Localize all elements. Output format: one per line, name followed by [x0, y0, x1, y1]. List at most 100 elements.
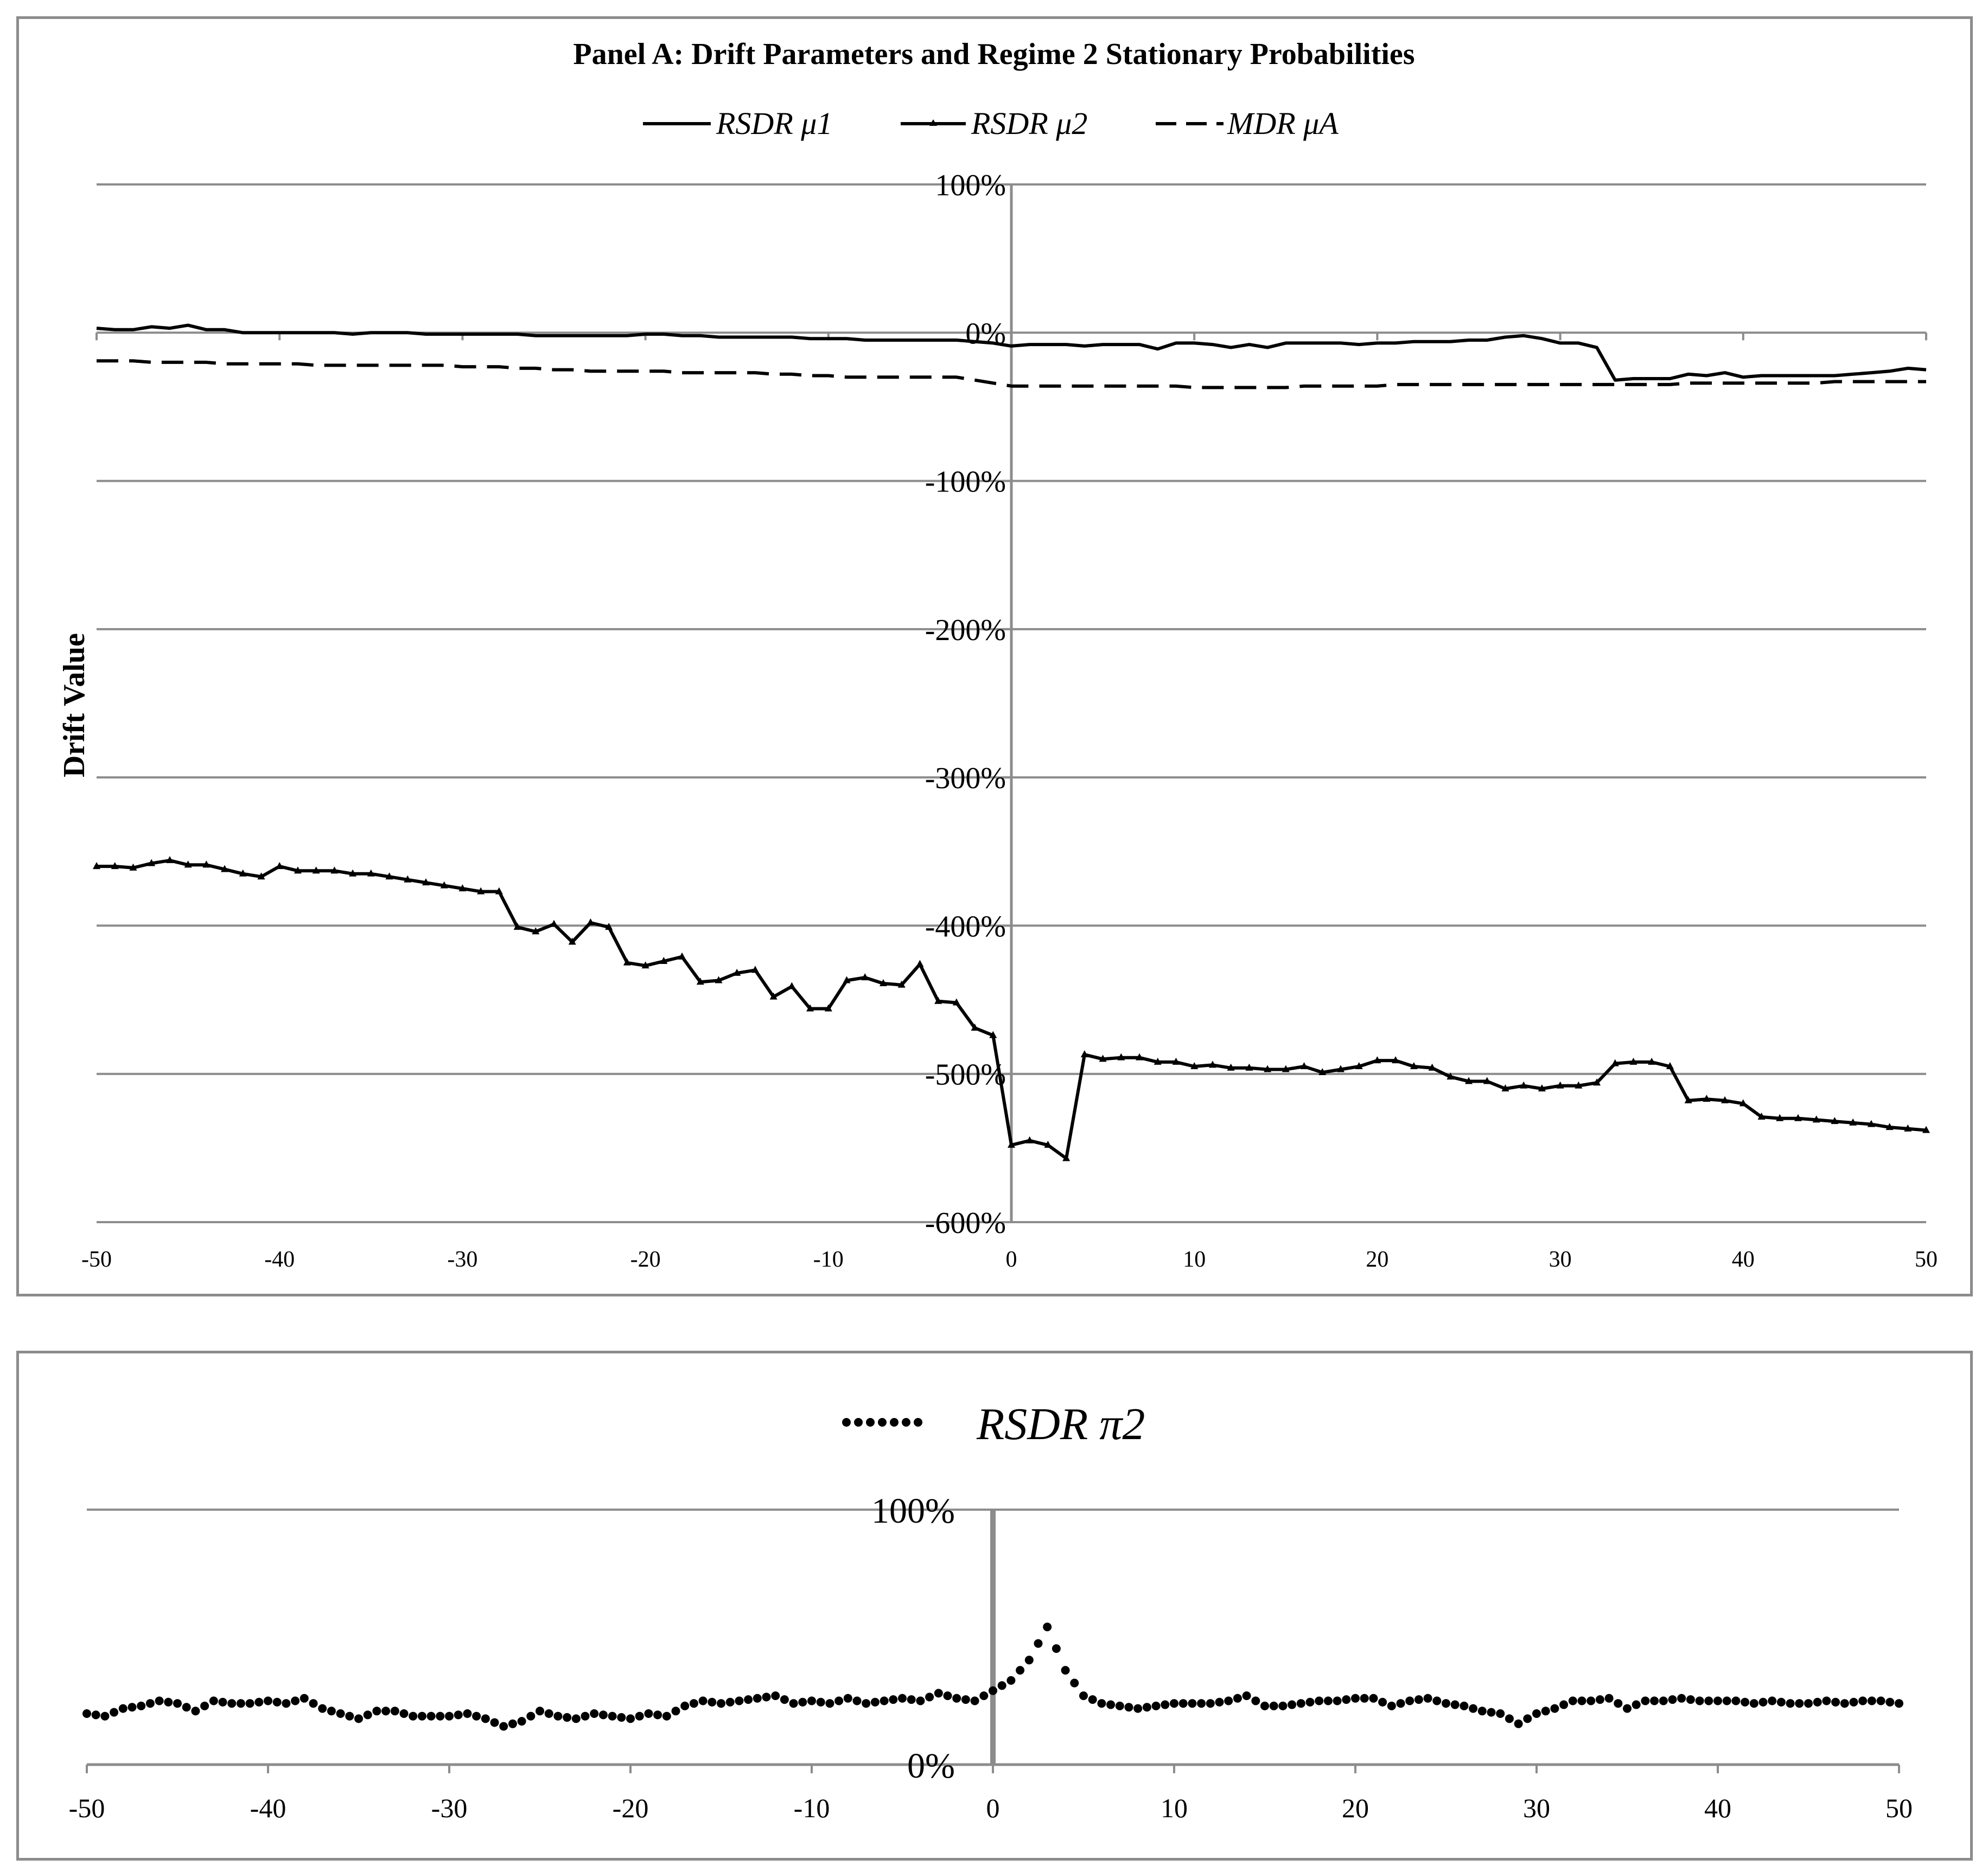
data-point-marker: [1136, 1053, 1144, 1060]
data-point-marker: [843, 976, 851, 983]
axes: [95, 183, 1927, 1223]
data-point-marker: [1593, 1078, 1601, 1086]
data-point-marker: [367, 869, 375, 877]
x-tick-label: -20: [630, 1247, 661, 1272]
data-point-marker: [111, 862, 119, 870]
data-point-marker: [1831, 1117, 1839, 1125]
data-point-marker: [1757, 1112, 1766, 1120]
data-point-marker: [495, 887, 503, 895]
data-point-marker: [93, 862, 100, 870]
data-point-marker: [861, 973, 869, 981]
data-point-marker: [769, 992, 778, 1000]
x-tick-labels: -50 -40 -30 -20 -10 0 10 20 30 40 50: [81, 1247, 1938, 1272]
data-point-marker: [202, 860, 211, 868]
data-point-marker: [879, 979, 887, 987]
data-point-marker: [1629, 1057, 1637, 1065]
data-point-marker: [1318, 1068, 1327, 1075]
data-point-marker: [1575, 1081, 1583, 1089]
data-point-marker: [897, 980, 906, 988]
data-point-marker: [1849, 1118, 1857, 1126]
data-point-marker: [696, 977, 704, 985]
x-tick-label: 30: [1549, 1247, 1572, 1272]
data-point-marker: [1355, 1062, 1363, 1070]
data-point-marker: [477, 887, 485, 895]
data-point-marker: [440, 881, 448, 889]
x-tick-label: 50: [1915, 1247, 1938, 1272]
data-point-marker: [550, 919, 558, 927]
data-point-marker: [165, 856, 174, 864]
data-point-marker: [715, 976, 723, 983]
panel-b-frame: [16, 1351, 1973, 1861]
panel-a-frame: [16, 16, 1973, 1296]
data-point-marker: [1154, 1057, 1162, 1065]
data-point-marker: [1008, 1140, 1015, 1148]
x-tick-label: -10: [813, 1247, 844, 1272]
data-point-marker: [1794, 1114, 1802, 1121]
data-point-marker: [1538, 1084, 1546, 1092]
data-point-marker: [330, 866, 339, 874]
chart-title: Panel A: Drift Parameters and Regime 2 S…: [573, 37, 1414, 71]
y-tick-label: -500%: [925, 1058, 1006, 1092]
data-point-marker: [1336, 1065, 1345, 1072]
data-point-marker: [605, 923, 613, 930]
data-point-marker: [788, 982, 796, 989]
data-point-marker: [1282, 1065, 1290, 1072]
data-point-marker: [934, 996, 942, 1004]
y-tick-label: -600%: [925, 1206, 1006, 1240]
data-point-marker: [404, 875, 412, 883]
y-axis-label: Drift Value: [58, 633, 91, 777]
data-point-marker: [1227, 1063, 1235, 1071]
data-point-marker: [1885, 1123, 1894, 1130]
data-point-marker: [678, 952, 686, 960]
data-point-marker: [660, 957, 668, 964]
data-point-marker: [385, 872, 393, 880]
data-point-marker: [276, 862, 284, 870]
data-point-marker: [532, 927, 540, 935]
data-point-marker: [1812, 1115, 1820, 1123]
data-point-marker: [458, 884, 467, 892]
legend-label-mu2: RSDR μ2: [971, 106, 1087, 141]
data-point-marker: [349, 869, 357, 877]
data-point-marker: [129, 863, 137, 871]
data-point-marker: [751, 966, 759, 973]
series-line-2: [97, 359, 1926, 389]
data-point-marker: [294, 866, 302, 874]
data-point-marker: [1556, 1081, 1564, 1089]
data-point-marker: [148, 859, 156, 866]
data-point-marker: [1703, 1095, 1711, 1102]
data-point-marker: [971, 1023, 979, 1031]
y-tick-label: -300%: [925, 762, 1006, 795]
data-point-marker: [1099, 1055, 1107, 1062]
data-point-marker: [733, 968, 741, 976]
data-point-marker: [1373, 1056, 1381, 1064]
data-point-marker: [1648, 1057, 1656, 1065]
data-point-marker: [568, 937, 576, 945]
legend-marker-mu2: [929, 119, 937, 126]
data-point-marker: [1208, 1060, 1216, 1068]
data-point-marker: [1483, 1077, 1491, 1084]
data-point-marker: [1666, 1062, 1674, 1070]
data-point-marker: [1465, 1077, 1473, 1084]
data-point-marker: [184, 860, 192, 868]
data-point-marker: [1721, 1096, 1729, 1103]
data-point-marker: [221, 865, 229, 872]
data-point-marker: [952, 998, 960, 1006]
data-point-marker: [587, 918, 595, 925]
y-tick-label: -200%: [925, 614, 1006, 647]
x-tick-label: -50: [81, 1247, 112, 1272]
x-tick-label: 20: [1366, 1247, 1388, 1272]
data-point-marker: [989, 1031, 997, 1038]
data-point-marker: [1172, 1057, 1180, 1065]
legend: RSDR μ1 RSDR μ2 MDR μA: [643, 106, 1339, 141]
x-tick-label: -30: [447, 1247, 477, 1272]
data-point-marker: [1264, 1065, 1272, 1072]
y-tick-label: 100%: [935, 169, 1006, 202]
data-point-marker: [641, 961, 649, 969]
data-point-marker: [1922, 1126, 1930, 1133]
data-point-marker: [1080, 1050, 1088, 1058]
data-point-marker: [1044, 1140, 1052, 1148]
series-lines: [93, 323, 1930, 1161]
data-point-marker: [1520, 1081, 1528, 1089]
data-point-marker: [1684, 1096, 1692, 1103]
legend-label-mu1: RSDR μ1: [716, 106, 832, 141]
